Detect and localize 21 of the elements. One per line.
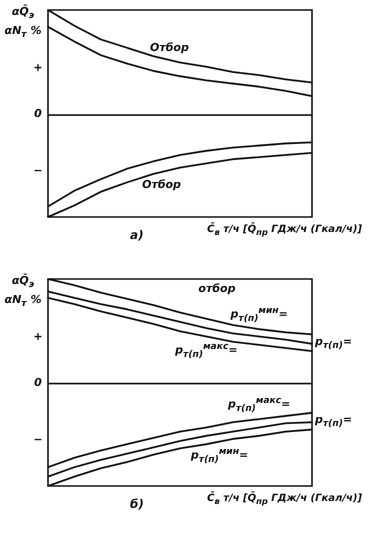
text: + [33,60,43,74]
y-axis-title: αQ̄$_{э}$ αN$_{т}$ % [4,273,42,312]
x-axis-title: C̄$_{в}$ т/ч [Q̄$_{пр}$ ГДж/ч (Гкал/ч)] [206,224,362,237]
series-label: p$_{т(п)}$= [315,334,352,352]
series-label: p$_{т(п)}$$^{макс}$= [175,340,238,360]
text: − [33,164,43,178]
text: 0 [34,376,42,388]
series-label: Отбор [142,178,181,192]
series-label: p$_{т(п)}$= [315,413,352,430]
y-axis-title: αQ̄$_{э}$ αN$_{т}$ % [4,4,42,42]
annotation: отбор [198,282,236,296]
text: 0 [34,106,42,120]
text: б) [130,497,144,511]
text: − [33,433,43,446]
text: + [33,330,43,343]
series-label: p$_{т(п)}$$^{мин}$= [230,305,288,326]
series-label: p$_{т(п)}$$^{мин}$= [190,446,248,466]
series-label: Отбор [150,41,189,54]
x-axis-title: C̄$_{в}$ т/ч [Q̄$_{пр}$ ГДж/ч (Гкал/ч)] [206,493,362,506]
text: а) [130,228,144,242]
series-label: p$_{т(п)}$$^{макс}$= [228,395,290,415]
